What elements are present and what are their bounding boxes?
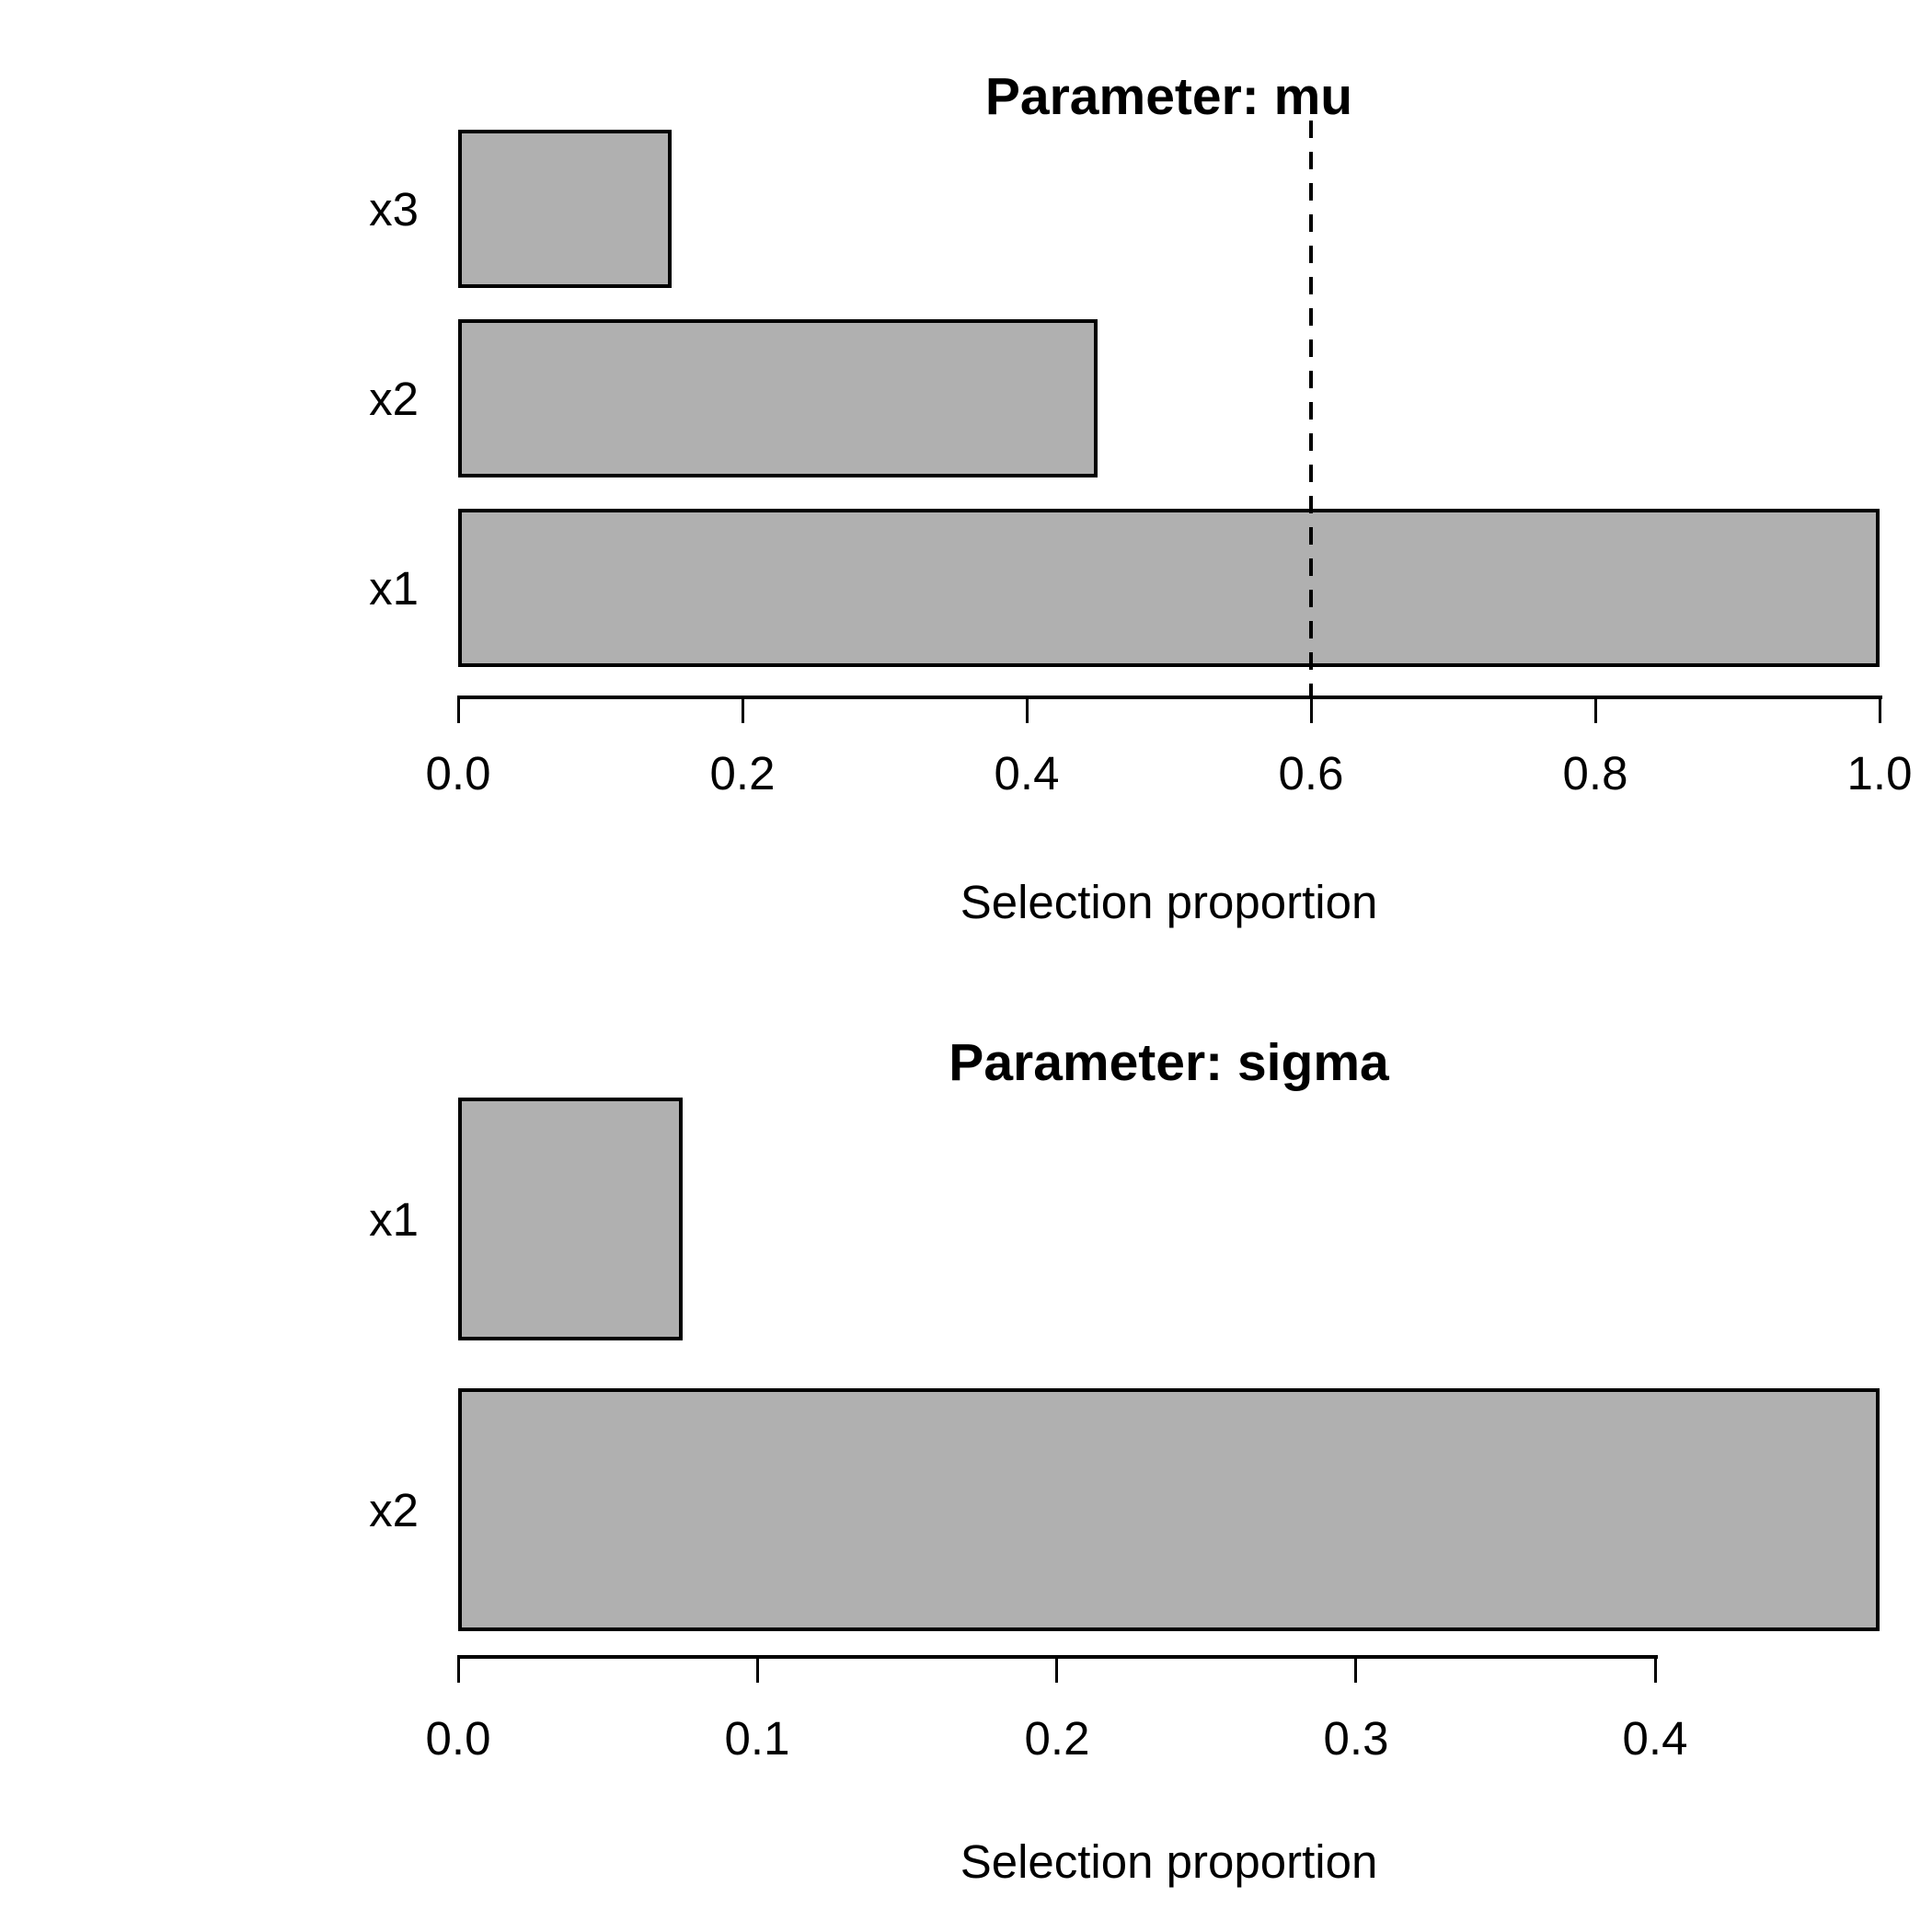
category-label-x2: x2 — [369, 372, 419, 425]
x-axis-tick-label-0.2: 0.2 — [1024, 1712, 1090, 1765]
category-label-x2: x2 — [369, 1483, 419, 1536]
x-axis-tick-label-0.8: 0.8 — [1562, 747, 1628, 799]
chart-sigma-x-axis-label: Selection proportion — [960, 1835, 1378, 1888]
x-axis-tick-0.1 — [756, 1655, 759, 1683]
x-axis-line — [458, 696, 1882, 699]
x-axis-line — [458, 1655, 1658, 1659]
x-axis-tick-0.6 — [1310, 696, 1313, 723]
x-axis-tick-0.0 — [457, 696, 460, 723]
chart-mu-x-axis-label: Selection proportion — [960, 876, 1378, 928]
category-label-x1: x1 — [369, 1192, 419, 1246]
x-axis-tick-1.0 — [1879, 696, 1881, 723]
chart-sigma-title: Parameter: sigma — [949, 1033, 1389, 1093]
x-axis-tick-label-0.4: 0.4 — [1622, 1712, 1688, 1765]
category-label-x1: x1 — [369, 561, 419, 615]
bar-x3 — [458, 130, 672, 288]
x-axis-tick-label-1.0: 1.0 — [1846, 747, 1913, 799]
x-axis-tick-0.3 — [1354, 1655, 1357, 1683]
x-axis-tick-label-0.0: 0.0 — [425, 1712, 491, 1765]
bar-x1 — [458, 509, 1880, 667]
chart-mu-title: Parameter: mu — [984, 67, 1353, 127]
x-axis-tick-0.2 — [1055, 1655, 1058, 1683]
x-axis-tick-0.4 — [1026, 696, 1029, 723]
bar-x1 — [458, 1098, 683, 1340]
category-label-x3: x3 — [369, 182, 419, 236]
x-axis-tick-label-0.4: 0.4 — [994, 747, 1060, 799]
bar-x2 — [458, 319, 1098, 477]
bar-x2 — [458, 1388, 1880, 1631]
x-axis-tick-label-0.6: 0.6 — [1278, 747, 1344, 799]
x-axis-tick-label-0.3: 0.3 — [1323, 1712, 1389, 1765]
x-axis-tick-label-0.1: 0.1 — [724, 1712, 790, 1765]
x-axis-tick-label-0.0: 0.0 — [425, 747, 491, 799]
x-axis-tick-0.8 — [1594, 696, 1597, 723]
x-axis-tick-0.4 — [1654, 1655, 1657, 1683]
x-axis-tick-label-0.2: 0.2 — [709, 747, 776, 799]
x-axis-tick-0.2 — [742, 696, 744, 723]
x-axis-tick-0.0 — [457, 1655, 460, 1683]
reference-line — [1309, 121, 1313, 696]
